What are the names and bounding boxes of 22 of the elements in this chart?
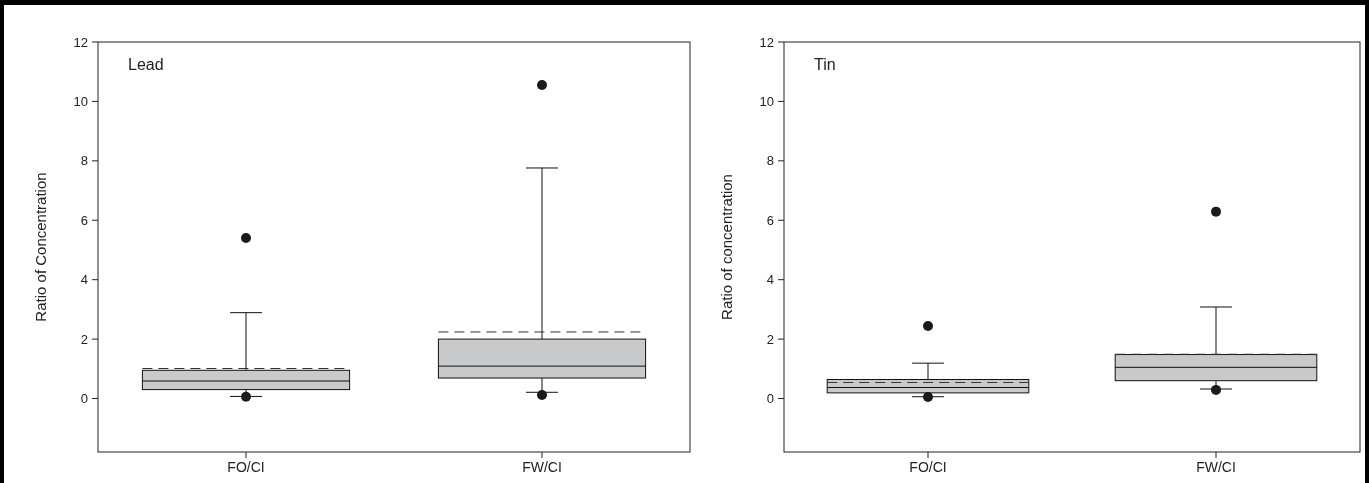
- y-tick-label: 6: [766, 212, 774, 228]
- y-tick-label: 4: [80, 272, 88, 288]
- y-tick-label: 8: [766, 153, 774, 169]
- y-tick-label: 6: [80, 212, 88, 228]
- y-tick-label: 12: [73, 34, 88, 50]
- y-tick-label: 4: [766, 272, 774, 288]
- y-tick-label: 2: [80, 331, 88, 347]
- y-tick-label: 0: [766, 391, 774, 407]
- x-tick-label: FW/CI: [1196, 459, 1236, 475]
- y-axis-title: Ratio of concentration: [718, 174, 735, 320]
- x-tick-label: FO/CI: [227, 459, 265, 475]
- y-tick-label: 12: [759, 34, 774, 50]
- y-tick-label: 10: [759, 93, 774, 109]
- y-tick-label: 0: [80, 391, 88, 407]
- x-tick-label: FW/CI: [522, 459, 562, 475]
- text: Lead: [128, 56, 164, 73]
- y-axis-title: Ratio of Concentration: [32, 172, 49, 322]
- y-tick-label: 8: [80, 153, 88, 169]
- y-tick-label: 2: [766, 331, 774, 347]
- text: Tin: [814, 56, 836, 73]
- x-tick-label: FO/CI: [909, 459, 947, 475]
- y-tick-label: 10: [73, 93, 88, 109]
